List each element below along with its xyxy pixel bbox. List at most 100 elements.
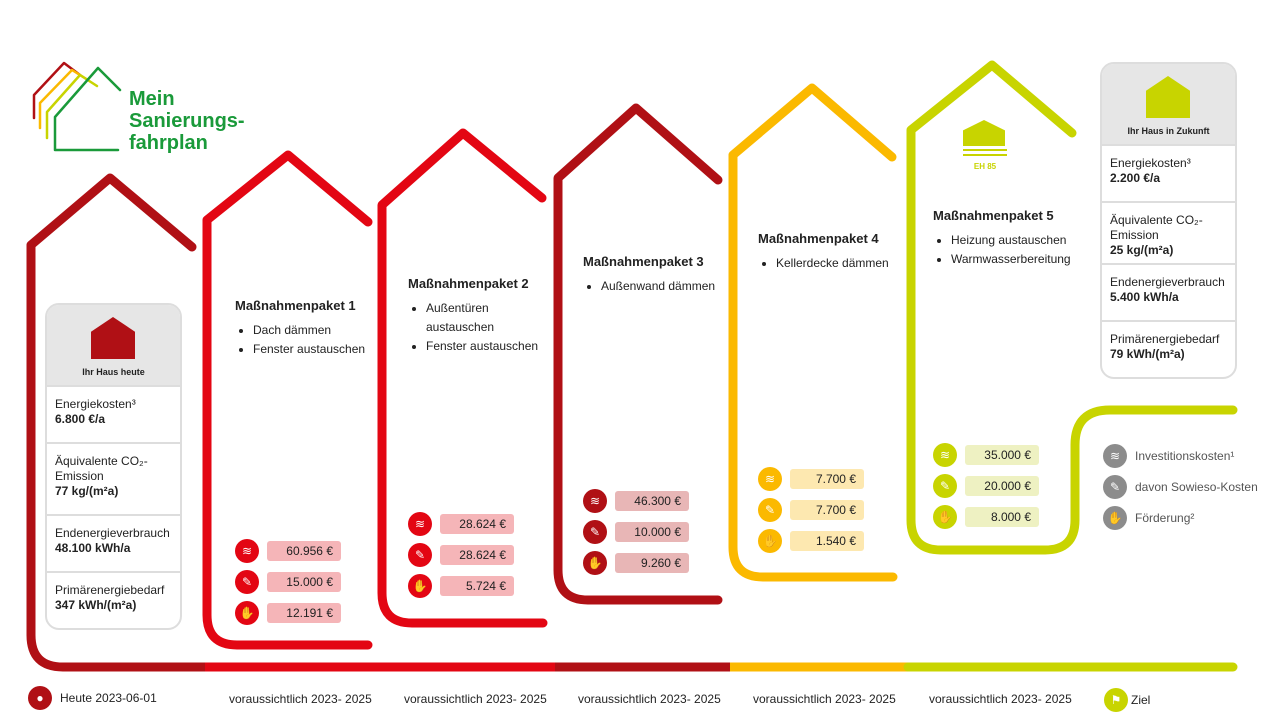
coins-icon: ≋	[758, 466, 782, 491]
legend-item: ✎ davon Sowieso-Kosten	[1103, 471, 1258, 502]
cost-value: 15.000 €	[267, 571, 341, 592]
logo-title: Mein Sanierungs- fahrplan	[129, 88, 245, 154]
package-title: Maßnahmenpaket 3	[583, 254, 704, 269]
timeline-label: voraussichtlich 2023- 2025	[578, 692, 721, 706]
cost-row: ✎ 7.700 €	[758, 494, 864, 525]
card-row: Endenergieverbrauch 48.100 kWh/a	[47, 514, 180, 571]
wrench-coins-icon: ✎	[408, 542, 432, 567]
measure-item: Dach dämmen	[253, 321, 385, 340]
timeline-label: voraussichtlich 2023- 2025	[929, 692, 1072, 706]
cost-row: ≋ 60.956 €	[235, 535, 341, 566]
card-label: Ihr Haus heute	[82, 367, 145, 377]
package-costs: ≋ 28.624 € ✎ 28.624 € ✋ 5.724 €	[408, 508, 514, 601]
hand-coins-icon: ✋	[583, 550, 607, 575]
package-1: Maßnahmenpaket 1 Dach dämmenFenster austa…	[235, 298, 385, 359]
hand-coins-icon: ✋	[933, 504, 957, 529]
package-3: Maßnahmenpaket 3 Außenwand dämmen	[583, 254, 733, 296]
package-1-outline	[202, 150, 373, 650]
card-row: Primärenergiebedarf 79 kWh/(m²a)	[1102, 320, 1235, 377]
measure-list: Kellerdecke dämmen	[758, 254, 908, 273]
package-costs: ≋ 35.000 € ✎ 20.000 € ✋ 8.000 €	[933, 439, 1039, 532]
cost-row: ✋ 1.540 €	[758, 525, 864, 556]
wrench-coins-icon: ✎	[235, 569, 259, 594]
coins-icon: ≋	[933, 442, 957, 467]
measure-item: Kellerdecke dämmen	[776, 254, 908, 273]
house-icon	[1146, 76, 1190, 118]
house-icon	[963, 120, 1005, 146]
measure-list: Außenwand dämmen	[583, 277, 733, 296]
card-row: Primärenergiebedarf 347 kWh/(m²a)	[47, 571, 180, 628]
timeline-today: ● Heute 2023-06-01	[28, 686, 157, 710]
card-row: Äquivalente CO₂-Emission 25 kg/(m²a)	[1102, 201, 1235, 263]
package-4: Maßnahmenpaket 4 Kellerdecke dämmen	[758, 231, 908, 273]
card-row: Energiekosten³ 6.800 €/a	[47, 385, 180, 442]
flag-icon: ⚑	[1104, 688, 1128, 712]
package-4-outline	[728, 83, 898, 582]
cost-row: ≋ 28.624 €	[408, 508, 514, 539]
hand-coins-icon: ✋	[408, 573, 432, 598]
package-3-outline	[553, 103, 723, 605]
cost-value: 5.724 €	[440, 575, 514, 596]
cost-value: 9.260 €	[615, 552, 689, 573]
package-title: Maßnahmenpaket 4	[758, 231, 879, 246]
measure-item: Heizung austauschen	[951, 231, 1083, 250]
timeline-label: voraussichtlich 2023- 2025	[229, 692, 372, 706]
wrench-coins-icon: ✎	[933, 473, 957, 498]
timeline-goal: ⚑ Ziel	[1104, 688, 1150, 712]
cost-row: ≋ 46.300 €	[583, 485, 689, 516]
cost-row: ✋ 8.000 €	[933, 501, 1039, 532]
measure-item: Warmwasserbereitung	[951, 250, 1083, 269]
cost-row: ≋ 7.700 €	[758, 463, 864, 494]
wrench-coins-icon: ✎	[583, 519, 607, 544]
logo-line: Mein	[129, 88, 175, 110]
badge-label: EH 85	[973, 162, 997, 171]
today-house-outline	[26, 173, 210, 672]
package-title: Maßnahmenpaket 1	[235, 298, 356, 313]
measure-list: Dach dämmenFenster austauschen	[235, 321, 385, 359]
future-card: Ihr Haus in Zukunft Energiekosten³ 2.200 …	[1100, 62, 1237, 379]
package-title: Maßnahmenpaket 2	[408, 276, 529, 291]
coins-icon: ≋	[235, 538, 259, 563]
cost-value: 12.191 €	[267, 602, 341, 623]
cost-value: 35.000 €	[965, 444, 1039, 465]
cost-value: 28.624 €	[440, 513, 514, 534]
package-costs: ≋ 46.300 € ✎ 10.000 € ✋ 9.260 €	[583, 485, 689, 578]
package-5-outline	[906, 60, 1238, 555]
card-row: Endenergieverbrauch 5.400 kWh/a	[1102, 263, 1235, 320]
cost-row: ✎ 28.624 €	[408, 539, 514, 570]
coins-icon: ≋	[408, 511, 432, 536]
house-icon	[91, 317, 135, 359]
logo-line: Sanierungs-	[129, 110, 245, 132]
hand-coins-icon: ✋	[235, 600, 259, 625]
cost-value: 10.000 €	[615, 521, 689, 542]
cost-row: ✋ 12.191 €	[235, 597, 341, 628]
hand-coins-icon: ✋	[758, 528, 782, 553]
package-2-outline	[377, 128, 548, 628]
package-title: Maßnahmenpaket 5	[933, 208, 1054, 223]
location-pin-icon: ●	[28, 686, 52, 710]
cost-value: 46.300 €	[615, 490, 689, 511]
measure-item: Fenster austauschen	[426, 337, 558, 356]
wrench-coins-icon: ✎	[758, 497, 782, 522]
cost-value: 28.624 €	[440, 544, 514, 565]
cost-row: ✎ 20.000 €	[933, 470, 1039, 501]
measure-list: Außentüren austauschenFenster austausche…	[408, 299, 558, 356]
wrench-coins-icon: ✎	[1103, 474, 1127, 499]
eh85-badge: EH 85	[963, 120, 1007, 171]
card-row: Äquivalente CO₂-Emission 77 kg/(m²a)	[47, 442, 180, 514]
cost-row: ✎ 10.000 €	[583, 516, 689, 547]
cost-row: ✎ 15.000 €	[235, 566, 341, 597]
cost-value: 7.700 €	[790, 499, 864, 520]
logo-line: fahrplan	[129, 132, 208, 154]
cost-row: ✋ 9.260 €	[583, 547, 689, 578]
legend-item: ≋ Investitionskosten¹	[1103, 440, 1258, 471]
measure-list: Heizung austauschenWarmwasserbereitung	[933, 231, 1083, 269]
card-row: Energiekosten³ 2.200 €/a	[1102, 144, 1235, 201]
timeline-label: voraussichtlich 2023- 2025	[753, 692, 896, 706]
hand-coins-icon: ✋	[1103, 505, 1127, 530]
legend-item: ✋ Förderung²	[1103, 502, 1258, 533]
logo-houses	[32, 61, 122, 152]
legend: ≋ Investitionskosten¹ ✎ davon Sowieso-Kost…	[1103, 440, 1258, 533]
measure-item: Außentüren austauschen	[426, 299, 558, 337]
